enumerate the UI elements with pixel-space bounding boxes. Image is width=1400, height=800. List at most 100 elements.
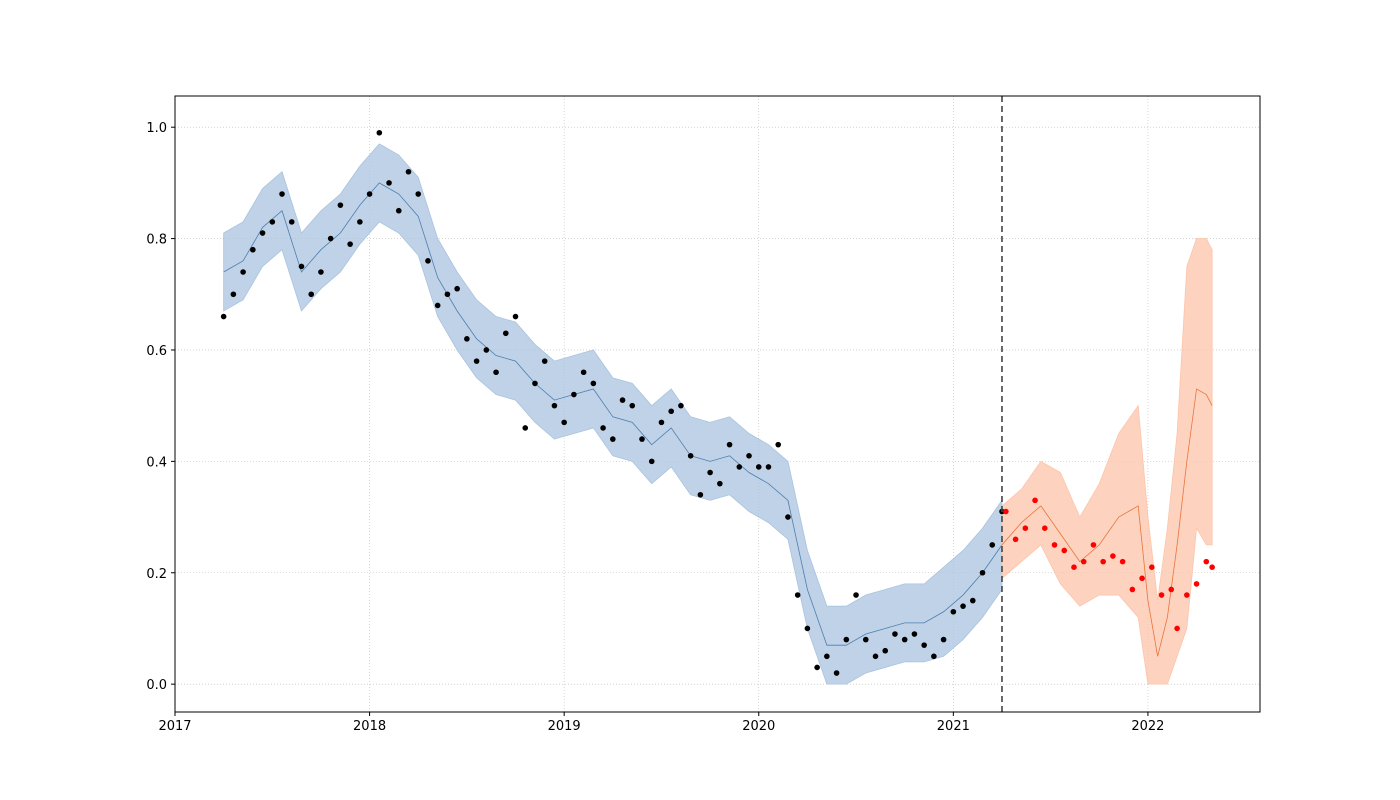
- x-tick-label: 2022: [1131, 719, 1164, 734]
- data-point: [386, 180, 392, 186]
- data-point: [269, 219, 276, 225]
- data-point: [1003, 508, 1009, 515]
- data-point: [298, 263, 305, 270]
- data-point: [425, 258, 431, 264]
- data-point: [824, 653, 830, 660]
- x-tick-label: 2021: [937, 719, 970, 734]
- data-point: [785, 514, 791, 520]
- y-tick-label: 0.0: [146, 678, 167, 693]
- trend-line: [1001, 388, 1213, 657]
- data-point: [940, 636, 947, 643]
- data-point: [843, 636, 850, 643]
- data-point: [395, 207, 402, 214]
- trend-line: [223, 182, 1003, 646]
- data-point: [901, 636, 908, 643]
- data-point: [794, 592, 801, 598]
- data-point: [1041, 525, 1048, 532]
- data-point: [1168, 586, 1175, 593]
- data-point: [1209, 564, 1215, 570]
- data-point: [522, 425, 529, 431]
- data-point: [483, 347, 490, 353]
- data-point: [687, 452, 694, 459]
- data-point: [1158, 592, 1165, 598]
- data-point: [337, 202, 344, 208]
- uncertainty-band: [223, 143, 1003, 685]
- data-point: [678, 402, 684, 409]
- data-point: [1090, 542, 1097, 548]
- data-point: [755, 464, 762, 470]
- x-tick-label: 2017: [158, 719, 191, 734]
- data-point: [921, 642, 927, 648]
- data-point: [1139, 575, 1145, 582]
- data-point: [1119, 558, 1126, 565]
- data-point: [502, 330, 509, 337]
- data-point: [347, 241, 353, 247]
- data-point: [639, 436, 645, 442]
- data-point: [405, 168, 412, 175]
- data-point: [434, 302, 441, 309]
- data-point: [561, 419, 567, 426]
- data-point: [288, 219, 295, 225]
- data-point: [911, 631, 918, 637]
- data-point: [318, 269, 324, 275]
- data-point: [1203, 558, 1210, 565]
- data-point: [250, 246, 256, 253]
- data-point: [814, 664, 820, 671]
- data-point: [512, 313, 519, 320]
- y-tick-label: 0.6: [146, 344, 167, 359]
- data-point: [444, 291, 451, 298]
- data-point: [366, 191, 373, 197]
- y-tick-label: 0.4: [146, 455, 167, 470]
- data-point: [230, 291, 237, 298]
- data-point: [551, 402, 558, 409]
- data-point: [279, 191, 285, 197]
- y-tick-label: 0.2: [146, 567, 167, 582]
- data-point: [833, 670, 840, 676]
- data-point: [1061, 547, 1068, 554]
- data-point: [1071, 564, 1077, 570]
- data-point: [1080, 558, 1087, 565]
- data-point: [1174, 625, 1180, 632]
- data-point: [1129, 586, 1136, 593]
- data-point: [1032, 497, 1038, 504]
- data-point: [658, 419, 665, 426]
- data-point: [1012, 536, 1019, 543]
- data-point: [882, 647, 889, 654]
- data-point: [473, 358, 480, 364]
- data-point: [746, 452, 752, 459]
- data-point: [648, 458, 655, 465]
- data-point: [1051, 542, 1058, 548]
- data-point: [736, 464, 743, 470]
- data-point: [892, 631, 898, 637]
- data-point: [629, 402, 636, 409]
- data-point: [580, 369, 587, 376]
- plot-frame: [174, 95, 1261, 713]
- data-point: [717, 480, 723, 487]
- y-tick-label: 0.8: [146, 233, 167, 248]
- data-point: [590, 380, 597, 387]
- data-point: [619, 397, 626, 403]
- data-point: [493, 369, 499, 376]
- data-point: [376, 129, 383, 136]
- data-point: [853, 592, 859, 598]
- data-point: [969, 597, 976, 604]
- data-point: [697, 491, 704, 498]
- data-point: [707, 469, 713, 476]
- data-point: [259, 230, 266, 236]
- data-point: [571, 391, 577, 398]
- uncertainty-band: [1001, 238, 1213, 685]
- x-tick-label: 2020: [742, 719, 775, 734]
- data-point: [327, 235, 334, 242]
- data-point: [1022, 525, 1029, 532]
- data-point: [726, 441, 733, 448]
- data-point: [1149, 564, 1155, 570]
- data-point: [1100, 558, 1106, 565]
- data-point: [862, 636, 869, 643]
- data-point: [1193, 581, 1200, 587]
- data-point: [989, 542, 996, 548]
- data-point: [950, 608, 957, 615]
- data-point: [765, 464, 772, 470]
- data-point: [1184, 592, 1190, 598]
- data-point: [240, 269, 246, 275]
